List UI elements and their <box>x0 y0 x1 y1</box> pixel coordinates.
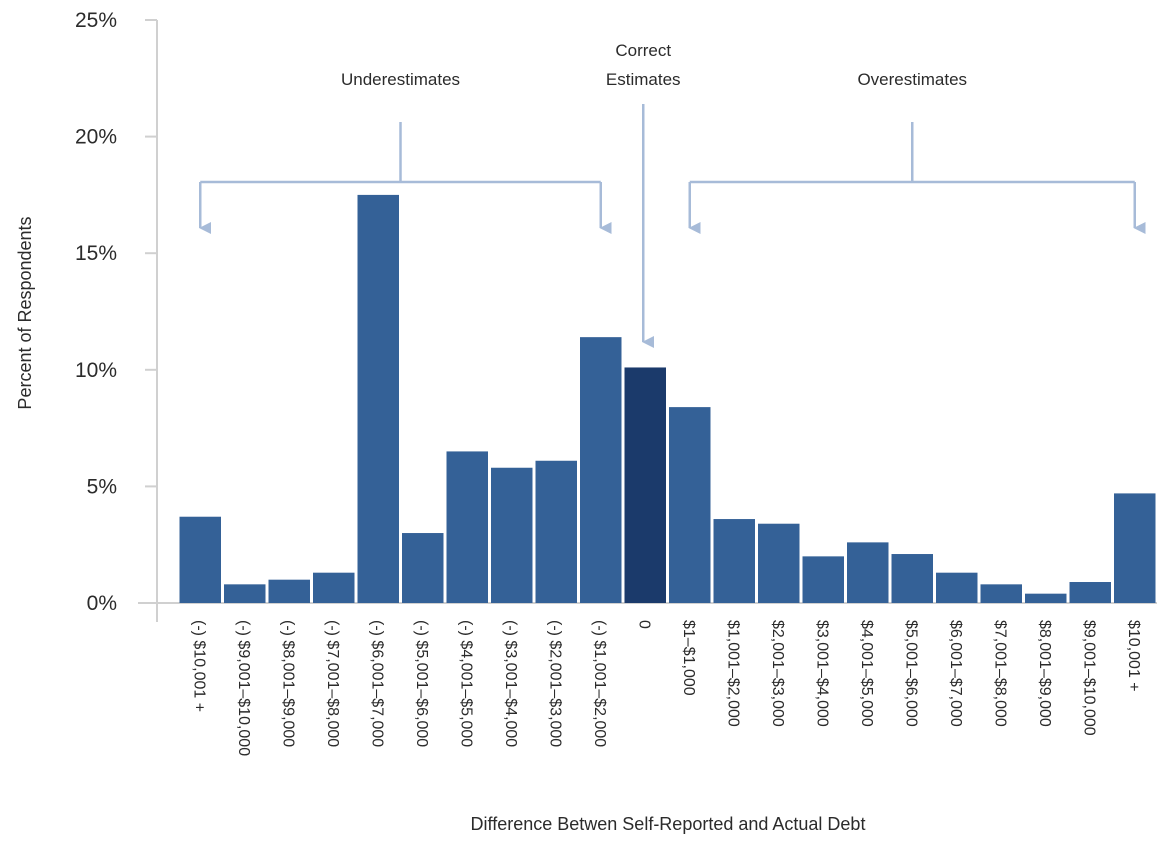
x-tick-label: $6,001–$7,000 <box>947 620 964 727</box>
x-tick-label: $4,001–$5,000 <box>858 620 875 727</box>
annotation-label: Overestimates <box>857 70 967 89</box>
y-tick-label: 25% <box>75 9 117 32</box>
bar <box>1069 582 1111 603</box>
x-tick-label: (-) $3,001–$4,000 <box>502 620 519 747</box>
bar <box>980 584 1022 603</box>
x-tick-label: $9,001–$10,000 <box>1080 620 1097 736</box>
y-axis-title: Percent of Respondents <box>15 216 35 409</box>
y-tick-label: 10% <box>75 359 117 382</box>
x-tick-label: $1–$1,000 <box>680 620 697 696</box>
bar <box>491 467 533 603</box>
x-tick-label: $1,001–$2,000 <box>724 620 741 727</box>
bar <box>936 572 978 603</box>
y-tick-label: 0% <box>87 592 117 615</box>
annotations <box>199 104 1146 348</box>
bar <box>535 460 577 603</box>
bar <box>624 367 666 603</box>
x-tick-label: (-) $1,001–$2,000 <box>591 620 608 747</box>
y-tick-label: 5% <box>87 475 117 498</box>
bar <box>580 337 622 603</box>
y-tick-label: 20% <box>75 126 117 149</box>
y-tick-label: 15% <box>75 242 117 265</box>
x-tick-label: $10,001 + <box>1125 620 1142 692</box>
bar <box>224 584 266 603</box>
bar <box>669 407 711 603</box>
x-tick-label: $3,001–$4,000 <box>813 620 830 727</box>
x-tick-label: (-) $4,001–$5,000 <box>457 620 474 747</box>
x-tick-label: (-) $5,001–$6,000 <box>413 620 430 747</box>
annotation-label: Underestimates <box>341 70 460 89</box>
x-tick-label: (-) $2,001–$3,000 <box>546 620 563 747</box>
x-tick-label: (-) $8,001–$9,000 <box>279 620 296 747</box>
bar <box>847 542 889 603</box>
x-tick-label: (-) $9,001–$10,000 <box>235 620 252 756</box>
bar <box>446 451 488 603</box>
bar <box>802 556 844 603</box>
bars <box>179 194 1156 603</box>
annotation-label-line: Correct <box>615 41 671 60</box>
x-tick-label: (-) $6,001–$7,000 <box>368 620 385 747</box>
bar <box>713 519 755 603</box>
x-tick-label: 0 <box>635 620 652 629</box>
labels: 0% 5% 10% 15% 20% 25% (-) $10,001 + (-) $9,001–… <box>15 9 1142 834</box>
x-tick-label: $2,001–$3,000 <box>769 620 786 727</box>
bar <box>891 554 933 603</box>
x-tick-label: $8,001–$9,000 <box>1036 620 1053 727</box>
x-axis-title: Difference Betwen Self-Reported and Actu… <box>471 814 866 834</box>
bar <box>758 523 800 603</box>
x-tick-label: (-) $7,001–$8,000 <box>324 620 341 747</box>
bar <box>402 533 444 603</box>
annotation-label-line: Estimates <box>606 70 681 89</box>
bar <box>1025 593 1067 603</box>
x-tick-label: (-) $10,001 + <box>190 620 207 712</box>
bar <box>268 579 310 603</box>
annotation-label: Correct Estimates <box>606 41 681 89</box>
bar <box>313 572 355 603</box>
bar <box>179 516 221 603</box>
bar <box>1114 493 1156 603</box>
bar <box>357 194 399 603</box>
x-tick-label: $7,001–$8,000 <box>991 620 1008 727</box>
x-tick-label: $5,001–$6,000 <box>902 620 919 727</box>
